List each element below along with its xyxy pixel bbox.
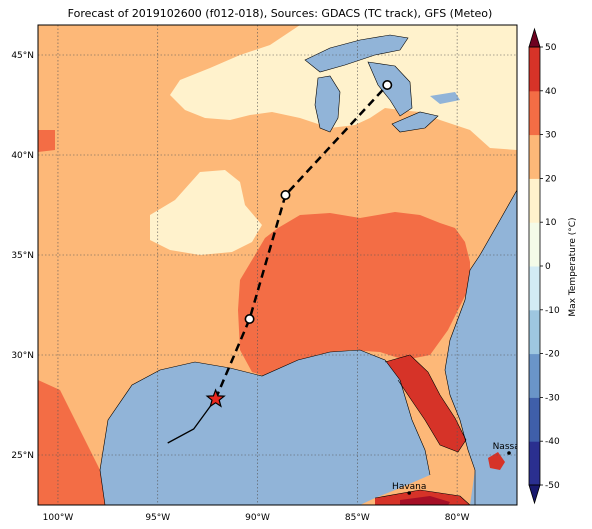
colorbar-segment (529, 441, 540, 486)
map-frame (37, 24, 518, 506)
lake-superior (305, 35, 408, 72)
city-label: Nassau (493, 442, 526, 452)
colorbar-tick-label: -10 (545, 306, 560, 316)
lon-tick-label: 95°W (145, 513, 170, 523)
lon-tick-label: 85°W (345, 513, 370, 523)
map-title: Forecast of 2019102600 (f012-018), Sourc… (68, 7, 493, 20)
storm-track (167, 80, 393, 444)
lon-tick-label: 90°W (245, 513, 270, 523)
track-forecast-point (244, 313, 255, 324)
lake-ontario (430, 92, 460, 104)
lat-tick-label: 45°N (11, 51, 34, 61)
lake-michigan (315, 76, 340, 132)
colorbar-segment (529, 397, 540, 442)
city-label: Havana (392, 482, 426, 492)
colorbar-segment (529, 266, 540, 311)
colorbar-tick-label: 20 (545, 174, 557, 184)
colorbar-segment (529, 134, 540, 179)
temp-band-20-30-west (38, 130, 105, 505)
temp-band-bahamas (488, 452, 505, 470)
colorbar-segment (529, 47, 540, 92)
city-marker (407, 491, 412, 495)
colorbar-tick-label: 30 (545, 131, 557, 141)
map-gridlines (38, 25, 517, 505)
lake-erie (392, 112, 438, 132)
colorbar-tick-label: 0 (545, 262, 551, 272)
colorbar-tick-label: 50 (545, 43, 557, 53)
great-lakes-outline (304, 34, 439, 133)
gulf-coastline (99, 349, 431, 505)
colorbar-tick-label: 40 (545, 87, 557, 97)
colorbar-segment (529, 90, 540, 136)
lat-tick-label: 35°N (11, 251, 34, 261)
temp-band-0-10-north (170, 25, 517, 150)
colorbar-segment (529, 222, 540, 267)
colorbar-label: Max Temperature (°C) (568, 217, 578, 316)
colorbar-tick-label: -40 (545, 437, 560, 447)
colorbar-tick-label: -20 (545, 350, 560, 360)
lon-tick-label: 100°W (43, 513, 74, 523)
colorbar-min-extend (528, 484, 541, 505)
lat-tick-label: 25°N (11, 451, 34, 461)
cuba-outline (374, 489, 471, 505)
current-position-star (205, 388, 226, 408)
atlantic-ocean (445, 190, 517, 505)
colorbar: -50 -40 -30 -20 -10 0 10 20 30 40 50 (528, 27, 560, 505)
lon-tick-label: 80°W (445, 513, 470, 523)
colorbar-max-extend (528, 27, 541, 48)
temp-band-0-10-plains (150, 170, 262, 255)
temp-band-20-30-southeast (238, 212, 470, 378)
track-forecast-point (280, 190, 291, 201)
colorbar-segment (529, 178, 540, 223)
track-forecast-point (382, 80, 393, 91)
colorbar-tick-label: -50 (545, 481, 560, 491)
track-forecast-path (214, 84, 389, 400)
colorbar-tick-label: -30 (545, 393, 560, 403)
gulf-of-mexico (100, 350, 430, 505)
colorbar-segment (529, 353, 540, 398)
colorbar-segment (529, 309, 540, 355)
lat-tick-label: 40°N (11, 151, 34, 161)
colorbar-tick-label: 10 (545, 218, 557, 228)
lat-tick-label: 30°N (11, 351, 34, 361)
map-tick-labels: 100°W 95°W 90°W 85°W 80°W 25°N 30°N 35°N 40°N 45°… (11, 51, 469, 523)
city-marker (507, 451, 511, 455)
track-past-path (167, 398, 217, 444)
florida-outline (384, 354, 467, 453)
map-area: Havana Nassau (38, 25, 526, 505)
temp-band-40-50-cuba (400, 496, 450, 505)
temp-band-30-40-florida (385, 355, 466, 452)
